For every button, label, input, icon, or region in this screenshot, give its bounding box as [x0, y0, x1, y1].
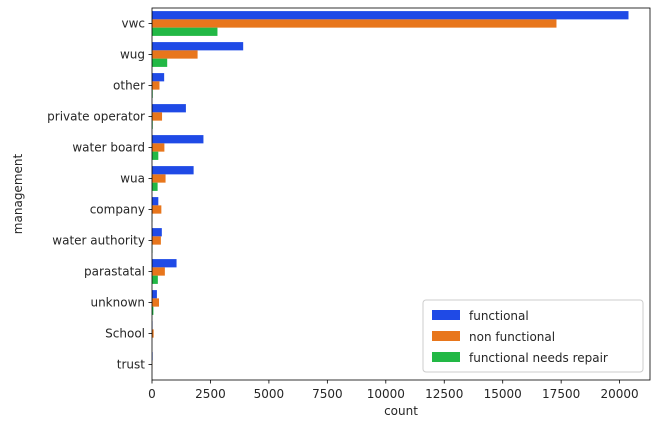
y-tick-label: unknown [90, 296, 145, 310]
y-tick-label: School [105, 327, 145, 341]
bars-group [152, 11, 629, 369]
plot-area [151, 7, 651, 381]
x-tick-label: 2500 [195, 387, 226, 401]
x-tick-label: 15000 [484, 387, 522, 401]
legend-swatch-functional [432, 310, 460, 320]
bar-wua-functional [152, 166, 194, 175]
bar-wua-functional-needs-repair [152, 182, 158, 191]
bar-wua-non-functional [152, 174, 166, 183]
x-tick-label: 20000 [601, 387, 639, 401]
y-tick-label: company [90, 203, 145, 217]
y-tick-label: wug [120, 48, 145, 62]
x-tick-label: 12500 [425, 387, 463, 401]
bar-water-authority-functional [152, 228, 162, 237]
x-tick-label: 10000 [367, 387, 405, 401]
y-tick-label: private operator [47, 110, 145, 124]
legend-swatch-functional-needs-repair [432, 352, 460, 362]
y-tick-label: water board [72, 141, 145, 155]
bar-water-board-functional-needs-repair [152, 151, 159, 160]
bar-private-operator-functional [152, 104, 186, 113]
x-tick-label: 0 [148, 387, 156, 401]
y-tick-label: parastatal [84, 265, 145, 279]
y-axis: vwc wug other private operator water board wu… [47, 17, 152, 372]
legend-swatch-non-functional [432, 331, 460, 341]
y-tick-label: trust [117, 358, 145, 372]
bar-unknown-non-functional [152, 298, 160, 307]
bar-wug-functional-needs-repair [152, 58, 168, 67]
legend-box [422, 299, 644, 373]
bar-unknown-functional [152, 290, 157, 299]
bar-water-authority-non-functional [152, 236, 161, 245]
bar-vwc-non-functional [152, 19, 557, 28]
bar-wug-functional [152, 42, 244, 51]
y-tick-label: wua [120, 172, 145, 186]
x-axis: 0 2500 5000 7500 10000 12500 15000 17500 20000 [148, 380, 639, 401]
y-tick-label: water authority [52, 234, 145, 248]
y-tick-label: vwc [121, 17, 145, 31]
bar-other-non-functional [152, 81, 160, 90]
x-axis-label: count [384, 404, 418, 418]
bar-water-board-non-functional [152, 143, 165, 152]
bar-wug-non-functional [152, 50, 198, 59]
bar-parastatal-functional-needs-repair [152, 275, 158, 284]
bar-private-operator-non-functional [152, 112, 163, 121]
y-tick-label: other [113, 79, 145, 93]
legend-label-functional: functional [469, 309, 529, 323]
y-axis-label: management [11, 154, 25, 235]
bar-vwc-functional [152, 11, 629, 20]
x-tick-label: 5000 [254, 387, 285, 401]
bar-company-functional [152, 197, 159, 206]
bar-school-non-functional [152, 329, 154, 338]
legend-label-functional-needs-repair: functional needs repair [469, 351, 608, 365]
bar-parastatal-functional [152, 259, 177, 268]
legend: functional non functional functional needs… [422, 299, 644, 373]
bar-unknown-functional-needs-repair [152, 306, 154, 315]
bar-parastatal-non-functional [152, 267, 165, 276]
bar-company-non-functional [152, 205, 162, 214]
bar-other-functional [152, 73, 165, 82]
bar-vwc-functional-needs-repair [152, 27, 218, 36]
x-tick-label: 17500 [542, 387, 580, 401]
bar-water-board-functional [152, 135, 204, 144]
legend-label-non-functional: non functional [469, 330, 555, 344]
x-tick-label: 7500 [312, 387, 343, 401]
